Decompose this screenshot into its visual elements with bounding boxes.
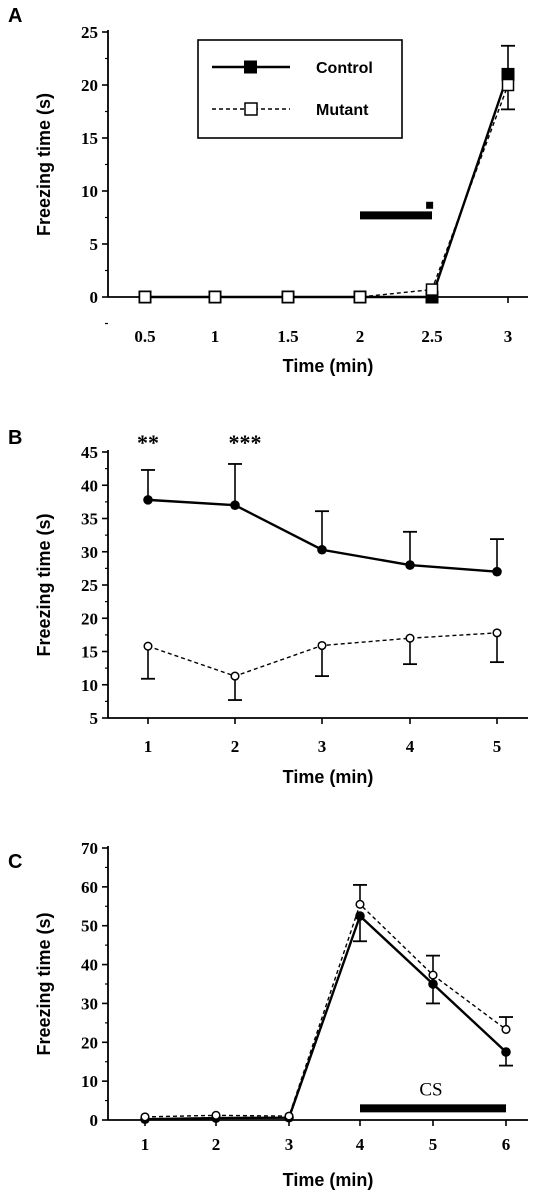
panel-b-x-tick-label: 4	[406, 737, 415, 756]
panel-a-x-tick-label: 2.5	[421, 327, 442, 346]
panel-c-x-tick-label: 5	[429, 1135, 438, 1154]
panel-b-series-2-point	[317, 640, 327, 651]
panel-a-series-2-point	[208, 290, 222, 304]
panel-c-letter: C	[8, 851, 22, 873]
panel-c-y-axis-label: Freezing time (s)	[34, 912, 54, 1055]
panel-a-series-2-point	[501, 78, 515, 92]
panel-b-x-axis-label: Time (min)	[283, 767, 374, 787]
panel-c-cs-label: CS	[419, 1079, 442, 1100]
panel-c-series-2-point	[211, 1110, 221, 1120]
panel-c-x-tick-label: 2	[212, 1135, 221, 1154]
panel-b-series-1-point	[317, 544, 327, 555]
panel-a-y-tick-label: 15	[81, 129, 98, 148]
panel-a-x-tick-label: 1	[211, 327, 220, 346]
panel-b-letter: B	[8, 427, 22, 449]
panel-b-significance-label: **	[137, 430, 159, 455]
panel-c-series-2-point	[355, 899, 365, 909]
panel-b-series-2-point	[492, 628, 502, 638]
panel-b-y-tick-label: 40	[81, 476, 98, 495]
panel-b-series-1-point	[230, 500, 240, 511]
panel-a-x-tick-label: 0.5	[134, 327, 155, 346]
panel-b-x-tick-label: 5	[493, 737, 502, 756]
panel-b-series-2-point	[230, 671, 240, 681]
panel-a-series-2-line	[145, 84, 509, 298]
panel-b-series-1-point	[143, 495, 153, 505]
panel-a-series-2-point	[281, 290, 295, 304]
panel-a-y-tick-label: 25	[81, 23, 98, 42]
panel-a-marker-annotation	[426, 201, 434, 209]
panel-b-y-tick-label: 20	[81, 609, 98, 628]
panel-a-letter: A	[8, 5, 22, 27]
panel-a-x-tick-label: 1.5	[277, 327, 298, 346]
panel-c-y-tick-label: 30	[81, 994, 98, 1013]
panel-a-series-2-point	[353, 290, 367, 304]
panel-b-y-tick-label: 25	[81, 576, 98, 595]
panel-b-y-axis-label: Freezing time (s)	[34, 513, 54, 656]
panel-a-y-tick-label: 5	[90, 235, 99, 254]
panel-c-x-tick-label: 6	[502, 1135, 511, 1154]
panel-c-series-2-point	[428, 970, 438, 980]
panel-c-x-tick-label: 4	[356, 1135, 365, 1154]
panel-a-legend-marker	[244, 60, 257, 74]
panel-a-series-1-point	[501, 67, 515, 81]
panel-b-y-tick-label: 15	[81, 643, 98, 662]
panel-b-series-1-point	[405, 560, 415, 570]
panel-b-y-tick-label: 45	[81, 443, 98, 462]
panel-a-legend-label: Mutant	[316, 102, 369, 119]
panel-c-y-tick-label: 50	[81, 917, 98, 936]
panel-a-legend-box	[197, 39, 403, 139]
panel-c-y-tick-label: 20	[81, 1033, 98, 1052]
panel-b-significance-label: ***	[229, 430, 262, 455]
panel-a-y-tick-label: 10	[81, 182, 98, 201]
panel-b-y-tick-label: 30	[81, 543, 98, 562]
panel-b-series-2-point	[143, 641, 153, 651]
panel-b-x-tick-label: 2	[231, 737, 240, 756]
panel-c-series-2-point	[284, 1111, 294, 1121]
panel-c-x-tick-label: 1	[141, 1135, 150, 1154]
panel-c-stimulus-bar	[360, 1104, 506, 1113]
panel-b-y-tick-label: 5	[90, 709, 99, 728]
panel-b-x-tick-label: 1	[144, 737, 153, 756]
panel-a-legend-marker	[244, 102, 258, 116]
panel-c-series-2-line	[144, 903, 507, 1118]
panel-c-series-1-point	[428, 979, 438, 989]
panel-c-y-tick-label: 60	[81, 878, 98, 897]
panel-c-series-2-point	[140, 1112, 150, 1122]
panel-c-y-tick-label: 10	[81, 1072, 98, 1091]
panel-a-stimulus-bar	[360, 211, 432, 220]
panel-b-series-2-point	[405, 633, 415, 643]
panel-c-y-tick-label: 70	[81, 839, 98, 858]
panel-b-series-1-point	[492, 566, 502, 577]
panel-a-y-tick-label: 0	[90, 288, 99, 307]
panel-b-y-tick-label: 35	[81, 510, 98, 529]
panel-c-y-tick-label: 0	[90, 1111, 99, 1130]
panel-a-series-2-point	[138, 290, 152, 304]
panel-c-series-1-point	[501, 1047, 511, 1057]
panel-a-y-axis-label: Freezing time (s)	[34, 93, 54, 236]
panel-c-x-axis-label: Time (min)	[283, 1170, 374, 1190]
panel-c-y-tick-label: 40	[81, 956, 98, 975]
panel-a-y-tick-label: 20	[81, 76, 98, 95]
panel-a-legend-label: Control	[316, 60, 373, 77]
panel-c-series-2-point	[501, 1024, 511, 1035]
panel-c-series-1-line	[144, 913, 507, 1121]
panel-a-x-axis-label: Time (min)	[283, 356, 374, 376]
panel-b-x-tick-label: 3	[318, 737, 327, 756]
panel-c-x-tick-label: 3	[285, 1135, 294, 1154]
panel-a-series-2-point	[425, 283, 439, 296]
panel-a-x-tick-label: 3	[504, 327, 513, 346]
panel-a-x-tick-label: 2	[356, 327, 365, 346]
panel-b-y-tick-label: 10	[81, 676, 98, 695]
